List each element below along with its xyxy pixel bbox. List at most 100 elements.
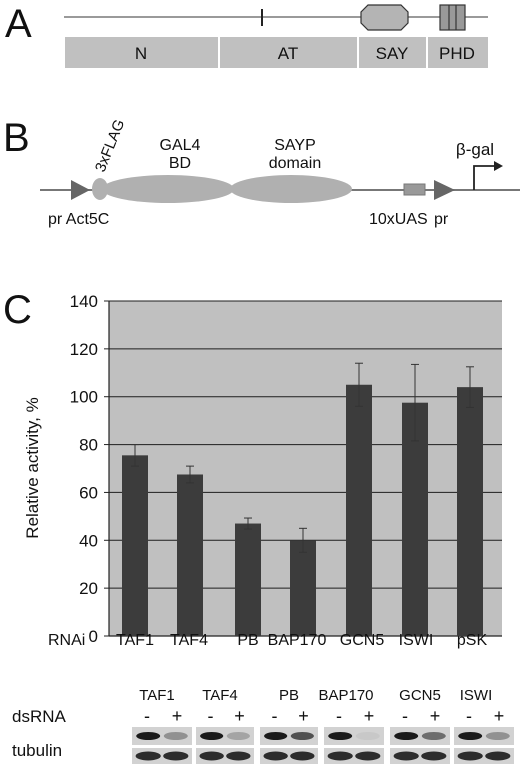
tubulin-band: [485, 751, 511, 761]
blot-group-label: PB: [279, 687, 299, 704]
plus-sign: +: [172, 706, 183, 726]
blot-strip-target: [390, 727, 450, 745]
promoter-right-triangle: [434, 180, 455, 200]
tubulin-band: [199, 751, 224, 761]
tubulin-label: tubulin: [12, 741, 62, 760]
bgal-label: β-gal: [456, 140, 494, 159]
blot-strip-target: [132, 727, 192, 745]
plus-sign: +: [298, 706, 309, 726]
x-category-label: BAP170: [268, 632, 327, 649]
bar-iswi: [402, 402, 428, 636]
bar-bap170: [290, 540, 316, 636]
panel-a-letter: A: [5, 2, 32, 46]
blot-band: [200, 732, 224, 740]
gal4-label-line2: BD: [169, 155, 191, 172]
blot-group-label: TAF1: [139, 687, 175, 704]
sayp-domain-ellipse: [230, 175, 352, 203]
blot-band: [290, 732, 314, 740]
blot-band: [394, 732, 419, 740]
domain-box-n: [65, 37, 218, 68]
blot-strip-target: [196, 727, 254, 745]
domain-label-phd: PHD: [439, 44, 475, 63]
gal4-bd-ellipse: [102, 175, 234, 203]
tubulin-band: [327, 751, 353, 761]
gal4-label-line1: GAL4: [160, 137, 201, 154]
minus-sign: -: [402, 706, 408, 726]
minus-sign: -: [272, 706, 278, 726]
blot-strip-target: [324, 727, 384, 745]
y-tick-label: 100: [70, 388, 98, 407]
dsrna-label: dsRNA: [12, 707, 67, 726]
blot-group-label: ISWI: [460, 687, 493, 704]
blot-band: [328, 732, 353, 740]
promoter-right-label: pr: [434, 211, 449, 228]
tubulin-band: [226, 751, 251, 761]
bar-taf4: [177, 474, 203, 636]
panel-b-letter: B: [3, 116, 30, 160]
blot-band: [458, 732, 483, 740]
blot-band: [226, 732, 250, 740]
phd-domain-box: [439, 4, 466, 31]
blot-group-label: BAP170: [318, 687, 373, 704]
blot-group-label: GCN5: [399, 687, 441, 704]
blot-band: [163, 732, 188, 740]
promoter-left-triangle: [71, 180, 90, 200]
y-tick-label: 0: [89, 627, 98, 646]
y-tick-label: 60: [79, 483, 98, 502]
panel-b-construct-diagram: 3xFLAG GAL4 BD SAYP domain β-gal pr Act5…: [40, 117, 520, 228]
domain-label-n: N: [135, 44, 147, 63]
blot-band: [136, 732, 161, 740]
minus-sign: -: [144, 706, 150, 726]
x-category-label: pSK: [457, 632, 488, 649]
uas-label: 10xUAS: [369, 211, 428, 228]
panel-c-letter: C: [3, 288, 32, 332]
bar-taf1: [122, 455, 148, 636]
minus-sign: -: [336, 706, 342, 726]
tubulin-band: [393, 751, 419, 761]
tubulin-band: [355, 751, 381, 761]
y-tick-label: 140: [70, 292, 98, 311]
plus-sign: +: [494, 706, 505, 726]
domain-label-at: AT: [278, 44, 298, 63]
sayp-label-line1: SAYP: [274, 137, 316, 154]
panel-a-domain-diagram: N AT SAY PHD: [64, 4, 488, 68]
promoter-left-label: pr Act5C: [48, 211, 109, 228]
y-tick-label: 20: [79, 579, 98, 598]
rnai-row-label: RNAi: [48, 632, 85, 649]
domain-box-at: [220, 37, 357, 68]
plus-sign: +: [364, 706, 375, 726]
y-tick-label: 80: [79, 436, 98, 455]
y-tick-label: 120: [70, 340, 98, 359]
minus-sign: -: [466, 706, 472, 726]
minus-sign: -: [208, 706, 214, 726]
domain-label-say: SAY: [376, 44, 409, 63]
tubulin-band: [457, 751, 483, 761]
plus-sign: +: [234, 706, 245, 726]
tubulin-band: [263, 751, 288, 761]
domain-box-say: [359, 37, 426, 68]
bar-psk: [457, 387, 483, 636]
flag-tag-ellipse: [92, 178, 108, 200]
flag-label: 3xFLAG: [92, 117, 128, 174]
x-category-label: GCN5: [340, 632, 385, 649]
bar-pb: [235, 523, 261, 636]
sayp-label-line2: domain: [269, 155, 321, 172]
tubulin-band: [135, 751, 161, 761]
blot-group-label: TAF4: [202, 687, 238, 704]
domain-box-phd: [428, 37, 488, 68]
plus-sign: +: [430, 706, 441, 726]
x-category-label: TAF4: [170, 632, 208, 649]
western-blot-panel: TAF1- +TAF4- +PB- +BAP170- +GCN5- +ISWI- + dsR…: [12, 687, 514, 764]
tubulin-band: [290, 751, 315, 761]
relative-activity-bar-chart: 0 20 40 60 80 100 120 140 TAF1 TAF4 PB BAP170 GCN5 IS…: [23, 292, 502, 649]
x-category-label: TAF1: [116, 632, 154, 649]
blot-band: [485, 732, 510, 740]
y-axis-label: Relative activity, %: [23, 397, 42, 538]
say-domain-octagon: [360, 4, 409, 31]
blot-band: [264, 732, 288, 740]
bar-gcn5: [346, 384, 372, 636]
tubulin-band: [421, 751, 447, 761]
blot-strip-target: [260, 727, 318, 745]
blot-band: [355, 732, 380, 740]
uas-box: [403, 183, 426, 196]
